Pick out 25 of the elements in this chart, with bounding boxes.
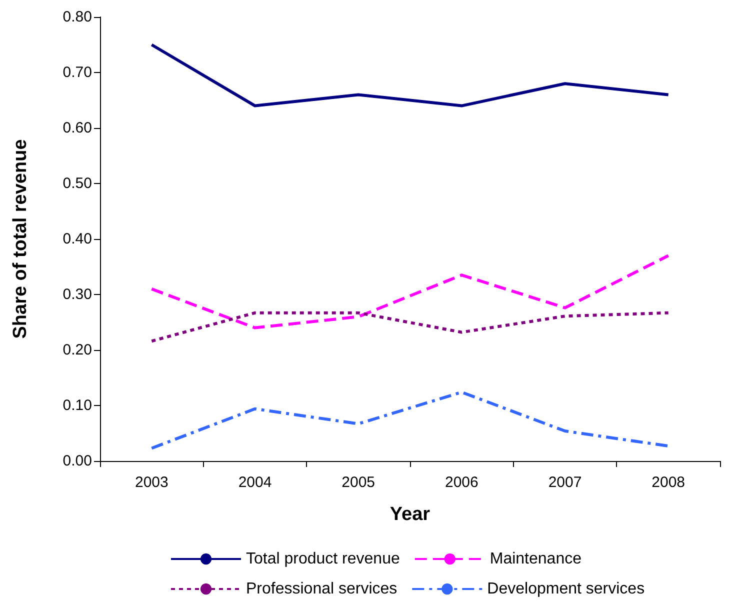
line-series: [150, 254, 670, 330]
y-tick-label: 0.00: [62, 452, 92, 470]
legend-label: Development services: [487, 580, 645, 598]
y-tick-label: 0.40: [62, 230, 92, 248]
x-tick-label: 2004: [238, 474, 272, 491]
legend-label: Total product revenue: [246, 550, 400, 568]
y-tick-label: 0.60: [62, 120, 92, 136]
x-tick-label: 2007: [548, 474, 582, 491]
y-tick-label: 0.30: [62, 286, 92, 303]
x-tick-label: 2003: [134, 474, 168, 491]
y-tick-label: 0.20: [62, 342, 92, 358]
y-tick-label: 0.50: [62, 175, 92, 192]
x-tick-label: 2008: [652, 474, 686, 491]
x-axis-title: Year: [390, 504, 431, 525]
y-tick-label: 0.80: [62, 8, 92, 26]
legend-label: Professional services: [246, 580, 398, 598]
y-axis-title: Share of total revenue: [10, 139, 31, 339]
y-tick-label: 0.70: [62, 64, 92, 81]
x-tick-label: 2006: [444, 474, 478, 491]
line-series: [150, 43, 670, 108]
legend-label: Maintenance: [490, 550, 582, 568]
line-series: [150, 390, 670, 450]
line-series: [150, 311, 670, 343]
y-tick-label: 0.10: [62, 397, 92, 414]
x-tick-label: 2005: [342, 474, 376, 491]
